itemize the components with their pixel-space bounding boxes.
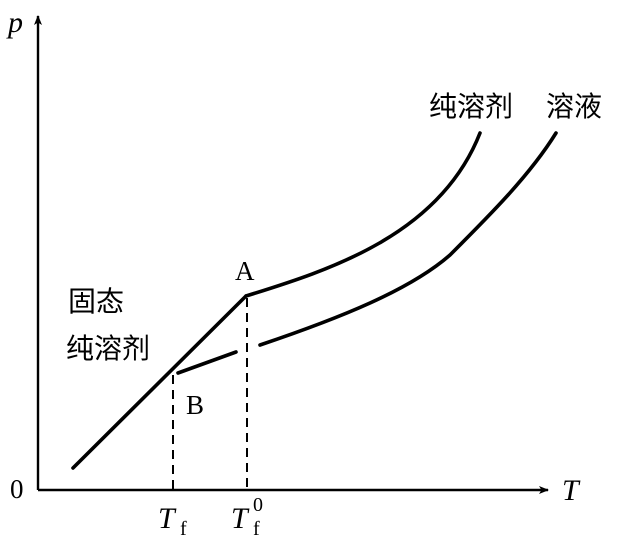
solution-label: 溶液 [546, 90, 602, 123]
tf0-tick-label: T f 0 [231, 494, 263, 540]
x-axis-label: T [562, 474, 581, 507]
point-b-label: B [186, 390, 204, 420]
pure-solvent-label: 纯溶剂 [429, 90, 513, 123]
y-axis-label: p [6, 6, 23, 39]
pure-solvent-curve [244, 131, 482, 298]
tf0-tick-main: T [231, 502, 250, 535]
solid-label-line1: 固态 [68, 285, 124, 318]
tf0-tick-sub: f [253, 518, 260, 540]
tf-tick-main: T [158, 502, 177, 535]
solution-curve-left [176, 350, 238, 375]
origin-label: 0 [10, 474, 24, 504]
tf-tick-sub: f [180, 518, 187, 540]
solution-curve-right [258, 131, 558, 347]
point-a-label: A [235, 256, 255, 286]
solid-label-line2: 纯溶剂 [66, 332, 150, 365]
tf0-tick-sup: 0 [253, 494, 263, 516]
tf-tick-label: T f [158, 502, 187, 540]
solid-solvent-curve [71, 294, 248, 470]
